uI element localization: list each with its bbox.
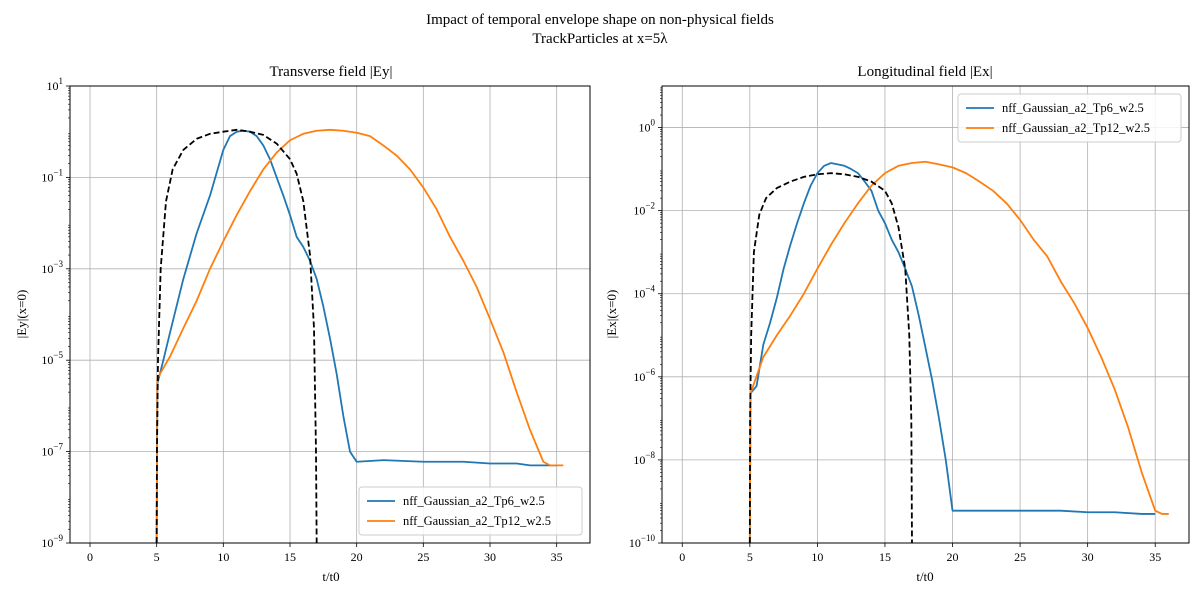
longitudinal-series-line-envelope (748, 172, 913, 543)
longitudinal-y-tick-label: 10−10 (629, 533, 656, 550)
transverse-x-tick-label: 15 (284, 550, 296, 564)
transverse-series-line-2 (155, 128, 564, 543)
transverse-series-line-1 (155, 129, 557, 543)
longitudinal-series-line-1 (748, 162, 1156, 543)
longitudinal-y-tick-label: 10−2 (633, 201, 655, 218)
transverse-x-tick-label: 25 (417, 550, 429, 564)
transverse-legend-label: nff_Gaussian_a2_Tp12_w2.5 (403, 514, 551, 528)
transverse-field-subplot: Transverse field |Ey| t/t0 |Ey|(x=0) 0 5 1… (14, 64, 591, 584)
transverse-x-tick-label: 10 (217, 550, 229, 564)
transverse-x-tick-label: 0 (87, 550, 93, 564)
longitudinal-y-tick-label: 10−4 (633, 284, 655, 301)
transverse-plot-title: Transverse field |Ey| (270, 64, 393, 80)
transverse-legend-label: nff_Gaussian_a2_Tp6_w2.5 (403, 494, 545, 508)
longitudinal-legend: nff_Gaussian_a2_Tp6_w2.5 nff_Gaussian_a2_… (957, 93, 1182, 143)
longitudinal-axes-frame (661, 85, 1190, 544)
transverse-y-axis-label: |Ey|(x=0) (14, 290, 29, 339)
transverse-x-tick-label: 30 (484, 550, 496, 564)
longitudinal-legend-label: nff_Gaussian_a2_Tp6_w2.5 (1002, 101, 1144, 115)
transverse-y-tick-label: 10−9 (41, 533, 63, 550)
longitudinal-plot-title: Longitudinal field |Ex| (857, 64, 992, 80)
longitudinal-x-tick-label: 25 (1014, 550, 1026, 564)
transverse-legend-box (358, 486, 583, 536)
transverse-x-tick-label: 20 (351, 550, 363, 564)
longitudinal-x-tick-label: 0 (679, 550, 685, 564)
longitudinal-y-tick-label: 100 (639, 118, 656, 135)
longitudinal-x-tick-label: 15 (879, 550, 891, 564)
longitudinal-series-line-2 (748, 160, 1169, 543)
transverse-axes-frame (69, 85, 591, 544)
longitudinal-x-tick-label: 30 (1082, 550, 1094, 564)
figure-suptitle-line1: Impact of temporal envelope shape on non… (426, 12, 774, 28)
transverse-y-tick-label: 10−7 (41, 442, 63, 459)
figure-suptitle-line2: TrackParticles at x=5λ (532, 31, 668, 47)
transverse-y-tick-label: 10−3 (41, 259, 63, 276)
transverse-y-tick-label: 101 (47, 76, 64, 93)
longitudinal-y-tick-label: 10−8 (633, 450, 655, 467)
transverse-x-tick-label: 35 (551, 550, 563, 564)
longitudinal-field-subplot: Longitudinal field |Ex| t/t0 |Ex|(x=0) 0… (604, 64, 1190, 584)
transverse-y-tick-label: 10−5 (41, 350, 63, 367)
longitudinal-y-tick-label: 10−6 (633, 367, 655, 384)
transverse-y-tick-label: 10−1 (41, 167, 63, 184)
longitudinal-y-axis-label: |Ex|(x=0) (604, 290, 619, 339)
longitudinal-legend-label: nff_Gaussian_a2_Tp12_w2.5 (1002, 121, 1150, 135)
longitudinal-x-axis-label: t/t0 (916, 569, 933, 584)
transverse-x-axis-label: t/t0 (322, 569, 339, 584)
longitudinal-x-tick-label: 10 (811, 550, 823, 564)
longitudinal-legend-box (957, 93, 1182, 143)
longitudinal-x-tick-label: 5 (747, 550, 753, 564)
transverse-x-tick-label: 5 (154, 550, 160, 564)
transverse-legend: nff_Gaussian_a2_Tp6_w2.5 nff_Gaussian_a2_… (358, 486, 583, 536)
longitudinal-x-tick-label: 35 (1149, 550, 1161, 564)
transverse-series-line-envelope (155, 128, 318, 543)
longitudinal-x-tick-label: 20 (947, 550, 959, 564)
